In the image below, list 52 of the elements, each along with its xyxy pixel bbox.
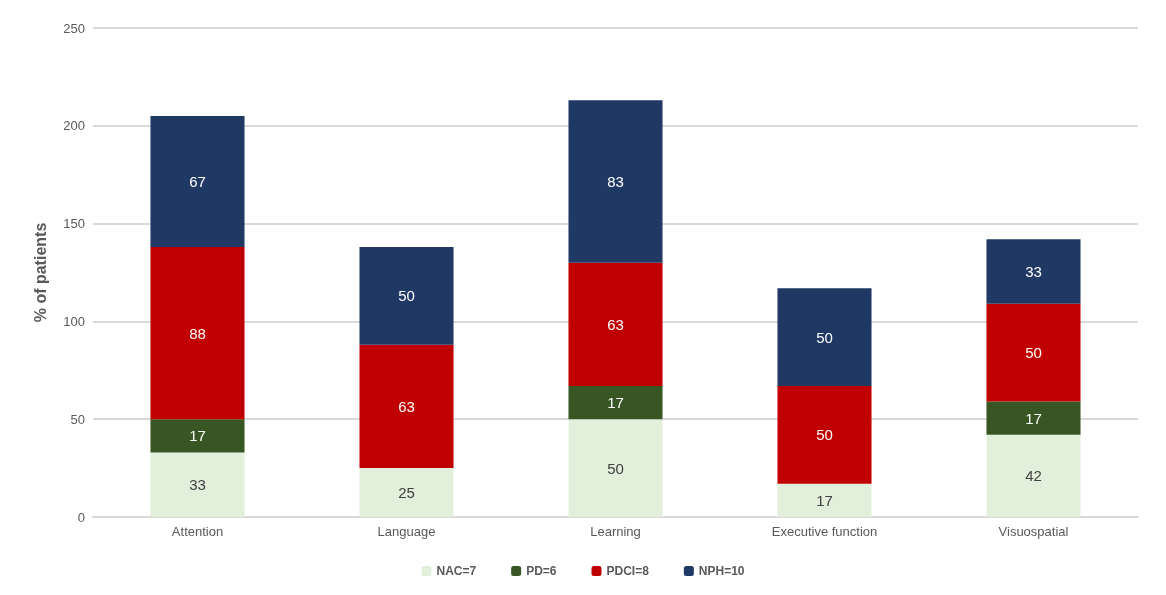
y-tick-label: 50 <box>70 411 85 427</box>
bar <box>568 100 663 263</box>
data-label: 50 <box>816 328 833 346</box>
data-label: 50 <box>816 426 833 444</box>
data-label: 42 <box>1025 467 1042 485</box>
data-label: 67 <box>189 173 206 191</box>
bar <box>359 247 454 345</box>
x-tick-label: Learning <box>590 524 641 539</box>
data-label: 50 <box>607 459 624 477</box>
bar <box>568 262 663 386</box>
bar <box>777 385 872 484</box>
y-tick-label: 150 <box>63 216 85 232</box>
y-tick-label: 0 <box>77 509 85 525</box>
bar <box>568 419 663 517</box>
bar <box>986 401 1081 435</box>
bar <box>150 116 245 248</box>
data-label: 63 <box>398 397 415 415</box>
data-label: 88 <box>189 324 206 342</box>
bar <box>986 239 1081 304</box>
bar <box>150 419 245 453</box>
data-label: 50 <box>1025 344 1042 362</box>
bar <box>986 303 1081 402</box>
x-tick-label: Language <box>377 524 436 539</box>
bar <box>359 344 454 469</box>
x-tick-label: Visuospatial <box>998 524 1069 539</box>
legend-label: NAC=7 <box>436 564 477 578</box>
y-tick-label: 100 <box>63 313 85 329</box>
legend-label: NPH=10 <box>698 564 745 578</box>
y-tick-label: 250 <box>63 20 85 36</box>
data-label: 33 <box>189 476 206 494</box>
data-label: 17 <box>189 427 206 445</box>
bar <box>777 288 872 386</box>
data-label: 25 <box>398 484 415 502</box>
legend-label: PDCI=8 <box>606 564 650 578</box>
bar <box>568 385 663 420</box>
bar <box>777 483 872 517</box>
bar <box>150 247 245 420</box>
legend-label: PD=6 <box>526 564 557 578</box>
data-label: 17 <box>1025 409 1042 427</box>
data-label: 63 <box>607 315 624 333</box>
bar <box>150 452 245 517</box>
y-axis-title: % of patients <box>31 222 49 323</box>
x-tick-label: Attention <box>171 524 224 539</box>
bar <box>359 468 454 517</box>
data-label: 50 <box>398 287 415 305</box>
data-label: 17 <box>607 394 624 412</box>
data-label: 33 <box>1025 263 1042 281</box>
y-tick-label: 200 <box>63 118 85 134</box>
bar <box>986 434 1081 517</box>
data-label: 17 <box>816 491 833 509</box>
x-tick-label: Executive function <box>771 524 878 539</box>
data-label: 83 <box>607 173 624 191</box>
